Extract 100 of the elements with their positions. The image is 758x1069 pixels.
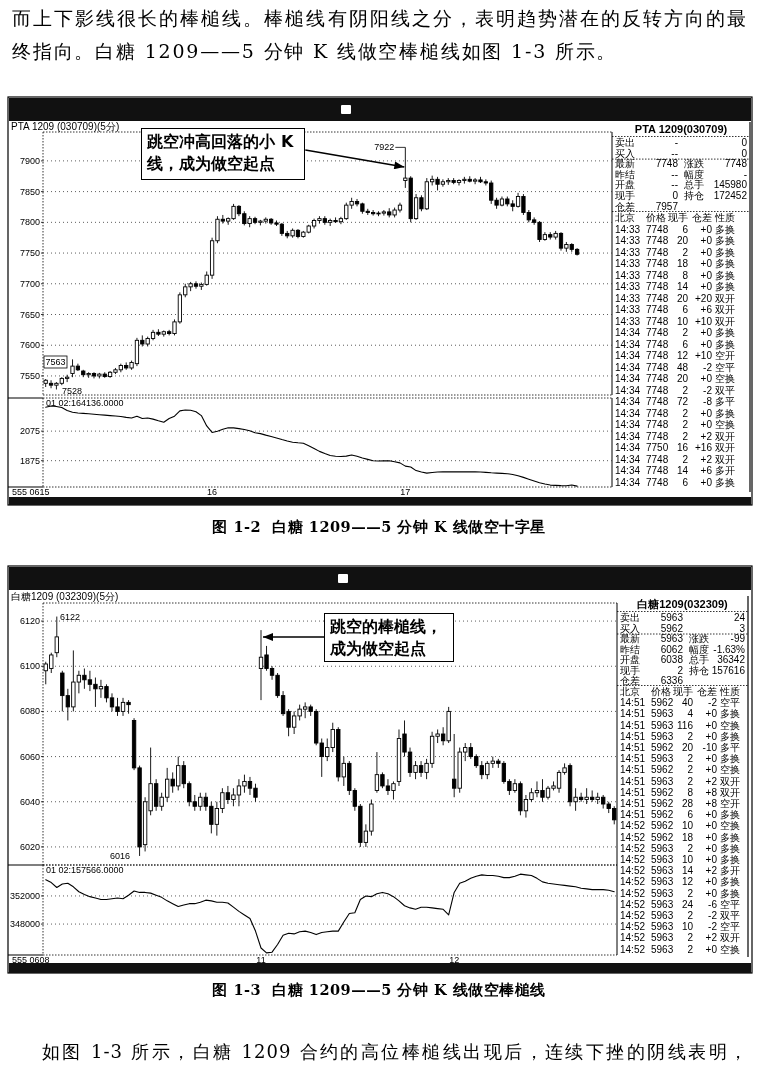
- text: 卖出 - 0: [615, 137, 747, 148]
- text: 14:52 5963 2 +2 双开: [620, 932, 740, 944]
- text: 14:34 7748 20 +0 空换: [615, 373, 735, 384]
- text: 555 0608: [12, 955, 50, 965]
- text: PTA 1209(030709): [634, 123, 728, 135]
- y-tick-label: 352000: [9, 890, 40, 901]
- text: 北京 价格 现手 仓差 性质: [615, 212, 735, 223]
- text: 现手 2 持仓 157616: [620, 664, 745, 676]
- text: 14:51 5962 8 +8 双开: [620, 786, 740, 798]
- x-tick-label: 11: [256, 955, 266, 965]
- text: 14:34 7748 6 +0 多换: [615, 338, 735, 350]
- text: 最新 7748 涨跌 7748: [615, 158, 747, 170]
- text: 14:51 5963 4 +0 多换: [620, 708, 740, 720]
- text: 14:34 7748 14 +6 多开: [615, 465, 735, 476]
- y-tick-label: 348000: [9, 919, 40, 930]
- text: 开盘 -- 总手 145980: [615, 179, 747, 191]
- text: 而上下影线很长的棒槌线。棒槌线有阴阳线之分，表明趋势潜在的反转方向的最终指向。白糖 1209——5 分钟 K 线做空棒槌线如图 1-3 所示。: [12, 6, 748, 64]
- annotation: 跳空冲高回落的小 K 线，成为做空起点: [141, 128, 306, 181]
- text: 买入 -- 0: [615, 147, 747, 159]
- text: 仓差 6336: [620, 675, 683, 686]
- chart-title: 白糖1209 (032309)(5分): [11, 591, 119, 602]
- annotation: 7528: [62, 386, 83, 396]
- y-tick-label: 6060: [19, 751, 40, 762]
- text: 14:52 5963 10 +0 多换: [620, 854, 740, 865]
- annotation: 7922: [374, 142, 395, 153]
- text: 14:51 5963 116 +0 空换: [620, 719, 740, 731]
- x-tick-label: 16: [207, 487, 218, 497]
- y-tick-label: 6080: [19, 706, 40, 717]
- text: 14:52 5962 18 +0 多换: [620, 831, 740, 843]
- text: 14:52 5963 14 +2 多开: [620, 865, 740, 877]
- text: 14:51 5963 2 +0 多换: [620, 753, 740, 765]
- text: 如图 1-3 所示，白糖 1209 合约的高位棒槌线出现后，连续下挫的阴线表明，: [41, 1040, 748, 1064]
- text: 14:34 7748 2 +2 双开: [615, 453, 735, 465]
- text: 14:33 7748 6 +0 多换: [615, 223, 735, 235]
- text: 14:52 5963 2 +0 多换: [620, 887, 740, 899]
- text: 最新 5963 涨跌 -99: [620, 633, 745, 644]
- text: 昨结 -- 幅度 -: [615, 168, 747, 180]
- text: 14:33 7748 20 +0 多换: [615, 235, 735, 246]
- text: 14:51 5962 6 +0 多换: [620, 809, 740, 821]
- y-tick-label: 7650: [19, 309, 40, 320]
- text: 14:52 5963 10 -2 空平: [620, 921, 740, 933]
- y-tick-label: 7700: [19, 278, 40, 289]
- text: 14:34 7748 2 +0 多换: [615, 407, 735, 419]
- text: 14:51 5963 2 +2 双开: [620, 775, 740, 787]
- y-tick-label: 7600: [19, 340, 40, 351]
- y-tick-label: 7900: [19, 155, 40, 166]
- chart-title: 01 02:164136.0000: [46, 397, 124, 408]
- text: 14:51 5962 2 +0 空换: [620, 764, 740, 776]
- text: 卖出 5963 24: [620, 612, 745, 623]
- text: 北京 价格 现手 仓差 性质: [620, 686, 740, 697]
- text: 14:34 7748 72 -8 多平: [615, 396, 735, 407]
- text: 555 0615: [12, 487, 50, 497]
- text: 现手 0 持仓 172452: [615, 190, 747, 201]
- y-tick-label: 6040: [19, 796, 40, 807]
- text: 14:33 7748 8 +0 多换: [615, 269, 735, 281]
- candlestick: [54, 616, 59, 658]
- y-tick-label: 7800: [19, 217, 40, 228]
- y-tick-label: 6020: [19, 841, 40, 852]
- text: 14:34 7750 16 +16 双开: [615, 442, 735, 453]
- annotation: 6016: [109, 851, 130, 861]
- text: 14:52 5963 2 +0 空换: [620, 943, 740, 955]
- text: 14:34 7748 2 +2 双开: [615, 430, 735, 442]
- text: 14:51 5962 20 -10 多平: [620, 742, 740, 753]
- text: 14:33 7748 6 +6 双开: [615, 304, 735, 315]
- text: 14:34 7748 6 +0 多换: [615, 476, 735, 488]
- text: 14:34 7748 12 +10 空开: [615, 350, 735, 361]
- text: 昨结 6062 幅度 -1.63%: [620, 643, 745, 655]
- text: 14:52 5963 2 -2 双平: [620, 910, 740, 921]
- chart-title: PTA 1209 (030709)(5分): [11, 121, 120, 132]
- text: 14:33 7748 10 +10 双开: [615, 315, 735, 327]
- caption: 图 1-3 白糖 1209——5 分钟 K 线做空棒槌线: [211, 980, 547, 1000]
- x-tick-label: 12: [449, 955, 460, 965]
- y-tick-label: 2075: [19, 426, 40, 437]
- text: 买入 5962 3: [620, 622, 745, 634]
- text: 开盘 6038 总手 36342: [620, 654, 745, 665]
- text: 14:52 5963 12 +0 多换: [620, 876, 740, 888]
- text: 仓差 7957: [615, 200, 678, 212]
- x-tick-label: 17: [400, 487, 411, 497]
- text: 14:33 7748 20 +20 双开: [615, 292, 735, 304]
- text: 14:51 5962 40 -2 空平: [620, 697, 740, 709]
- annotation: 6122: [60, 612, 81, 622]
- text: 14:33 7748 14 +0 多换: [615, 281, 735, 292]
- annotation: 跳空的棒槌线，成为做空起点: [324, 613, 454, 662]
- y-tick-label: 1875: [19, 455, 40, 466]
- text: 白糖1209(032309): [637, 598, 729, 610]
- y-tick-label: 6100: [19, 661, 40, 672]
- caption: 图 1-2 白糖 1209——5 分钟 K 线做空十字星: [211, 517, 547, 537]
- y-tick-label: 7750: [19, 248, 40, 259]
- text: 14:51 5963 2 +0 多换: [620, 730, 740, 742]
- chart-title: 01 02:157566.0000: [46, 865, 124, 875]
- text: 14:34 7748 2 -2 双平: [615, 384, 735, 396]
- y-tick-label: 7550: [19, 370, 40, 381]
- text: 14:52 5963 24 -6 空平: [620, 898, 740, 910]
- text: 14:52 5963 2 +0 多换: [620, 842, 740, 854]
- y-tick-label: 6120: [19, 616, 40, 627]
- text: 14:33 7748 2 +0 多换: [615, 246, 735, 258]
- annotation: 7563: [45, 357, 66, 367]
- text: 14:34 7748 2 +0 多换: [615, 327, 735, 338]
- text: 14:52 5962 10 +0 空换: [620, 820, 740, 832]
- text: 14:34 7748 48 -2 空平: [615, 361, 735, 373]
